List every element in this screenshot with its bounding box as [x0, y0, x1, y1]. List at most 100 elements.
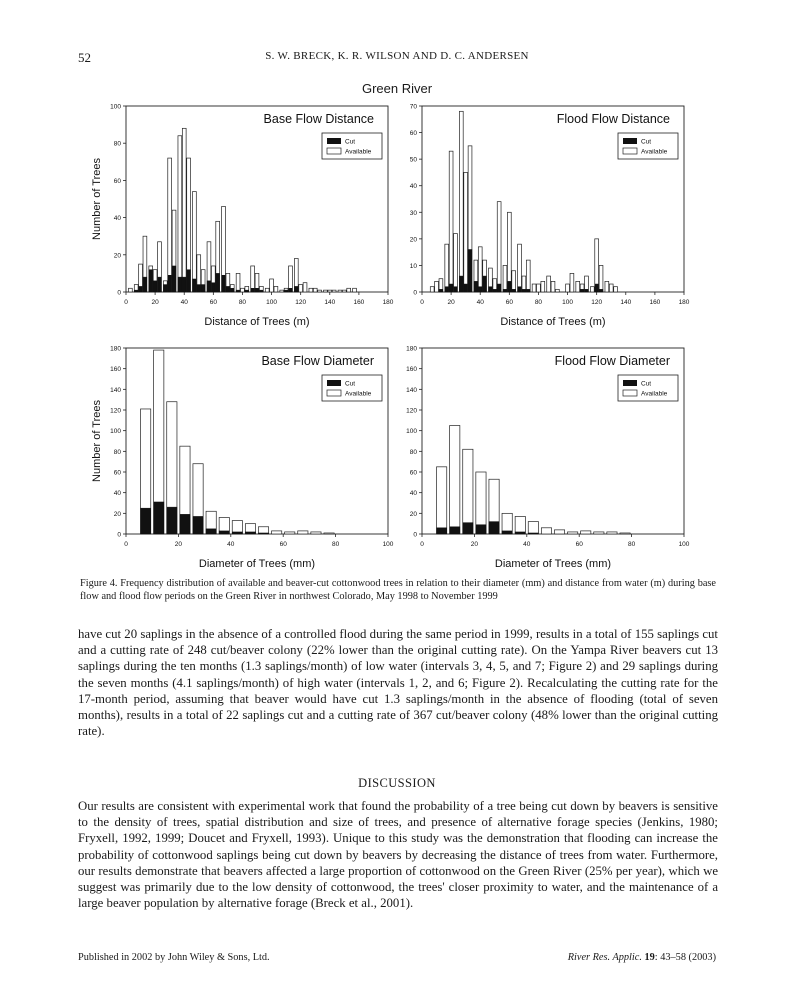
bar-cut	[186, 269, 191, 293]
y-tick-label: 0	[413, 532, 417, 539]
bar-available	[128, 287, 133, 293]
bar-available	[502, 265, 508, 293]
y-tick-label: 0	[413, 290, 417, 297]
bar-available	[323, 289, 328, 293]
bar-cut	[501, 530, 513, 535]
x-axis-label: Diameter of Trees (mm)	[495, 558, 611, 570]
bar-available	[613, 286, 618, 293]
bar-available	[606, 531, 618, 535]
bar-available	[531, 283, 537, 293]
y-axis-label: Number of Trees	[91, 400, 103, 482]
legend-swatch-cut	[327, 138, 341, 144]
bar-cut	[488, 286, 493, 293]
bar-available	[177, 135, 183, 293]
bar-available	[546, 275, 551, 293]
bar-cut	[526, 289, 531, 293]
x-tick-label: 120	[591, 299, 602, 306]
bar-cut	[594, 283, 599, 293]
y-tick-label: 0	[117, 532, 121, 539]
bar-available	[327, 289, 333, 293]
bar-available	[619, 532, 631, 535]
x-tick-label: 0	[124, 299, 128, 306]
legend-label-available: Available	[345, 391, 372, 398]
legend-label-cut: Cut	[345, 139, 355, 146]
bar-available	[554, 529, 566, 535]
x-tick-label: 60	[280, 541, 288, 548]
bar-cut	[179, 514, 191, 535]
bar-cut	[462, 522, 474, 535]
bar-available	[565, 283, 570, 293]
bar-cut	[259, 289, 264, 293]
y-tick-label: 160	[110, 366, 121, 373]
bar-cut	[245, 531, 256, 535]
bar-cut	[527, 532, 539, 535]
bar-cut	[205, 528, 217, 535]
x-tick-label: 100	[266, 299, 277, 306]
legend-label-cut: Cut	[641, 139, 651, 146]
bar-cut	[218, 530, 230, 535]
legend-label-available: Available	[641, 391, 668, 398]
bar-cut	[244, 289, 249, 293]
bar-cut	[258, 532, 269, 535]
y-tick-label: 60	[114, 178, 122, 185]
x-tick-label: 20	[471, 541, 479, 548]
bar-cut	[140, 507, 152, 535]
bar-cut	[511, 289, 516, 293]
footer-citation: River Res. Applic. 19: 43–58 (2003)	[567, 952, 716, 963]
y-tick-label: 20	[114, 252, 122, 259]
bar-available	[569, 273, 575, 293]
y-tick-label: 100	[406, 428, 417, 435]
bar-available	[436, 466, 448, 535]
legend-swatch-cut	[327, 380, 341, 386]
bar-available	[517, 243, 522, 293]
bar-available	[526, 259, 531, 293]
y-tick-label: 140	[110, 387, 121, 394]
figure-title: Green River	[361, 81, 433, 96]
bar-available	[269, 278, 274, 293]
bar-available	[297, 530, 309, 535]
x-tick-label: 40	[477, 299, 485, 306]
body-paragraph-2: Our results are consistent with experime…	[78, 799, 718, 911]
bar-cut	[148, 269, 153, 293]
y-tick-label: 20	[410, 236, 418, 243]
bar-available	[590, 286, 595, 293]
bar-cut	[171, 265, 177, 293]
x-tick-label: 60	[506, 299, 514, 306]
chart-base-flow-distance: 0 20 40 60 80 100 0 20 40 60 80 100 120 140 160 180 Base…	[91, 104, 394, 329]
x-tick-label: 60	[210, 299, 218, 306]
bar-available	[593, 531, 605, 535]
bar-cut	[225, 286, 231, 293]
y-tick-label: 80	[114, 141, 122, 148]
panel-title: Flood Flow Distance	[557, 112, 670, 126]
legend-box	[617, 132, 679, 160]
bar-cut	[167, 275, 172, 293]
bar-cut	[192, 516, 204, 535]
x-tick-label: 0	[124, 541, 128, 548]
x-tick-label: 80	[239, 299, 247, 306]
bar-cut	[134, 289, 139, 293]
panel-title: Flood Flow Diameter	[555, 354, 670, 368]
chart-flood-flow-diameter: 0 20 40 60 80 100 120 140 160 180 0 20 40 60 80 100 Floo…	[406, 346, 690, 571]
bar-cut	[492, 289, 497, 293]
page-number: 52	[78, 50, 91, 65]
bar-cut	[502, 289, 508, 293]
bar-available	[527, 521, 539, 535]
bar-cut	[436, 527, 448, 535]
bar-available	[310, 531, 322, 535]
bar-available	[608, 283, 614, 293]
bar-available	[312, 287, 318, 293]
bar-available	[514, 516, 526, 535]
y-tick-label: 20	[410, 511, 418, 518]
x-tick-label: 0	[420, 541, 424, 548]
bar-cut	[166, 506, 178, 535]
bar-available	[352, 287, 357, 293]
legend-box	[321, 132, 383, 160]
legend-swatch-available	[622, 147, 638, 155]
bar-available	[298, 284, 303, 293]
y-tick-label: 60	[410, 130, 418, 137]
y-tick-label: 10	[410, 263, 418, 270]
y-tick-label: 140	[406, 387, 417, 394]
x-axis-label: Distance of Trees (m)	[204, 316, 309, 328]
bar-cut	[215, 273, 220, 293]
x-tick-label: 60	[576, 541, 584, 548]
